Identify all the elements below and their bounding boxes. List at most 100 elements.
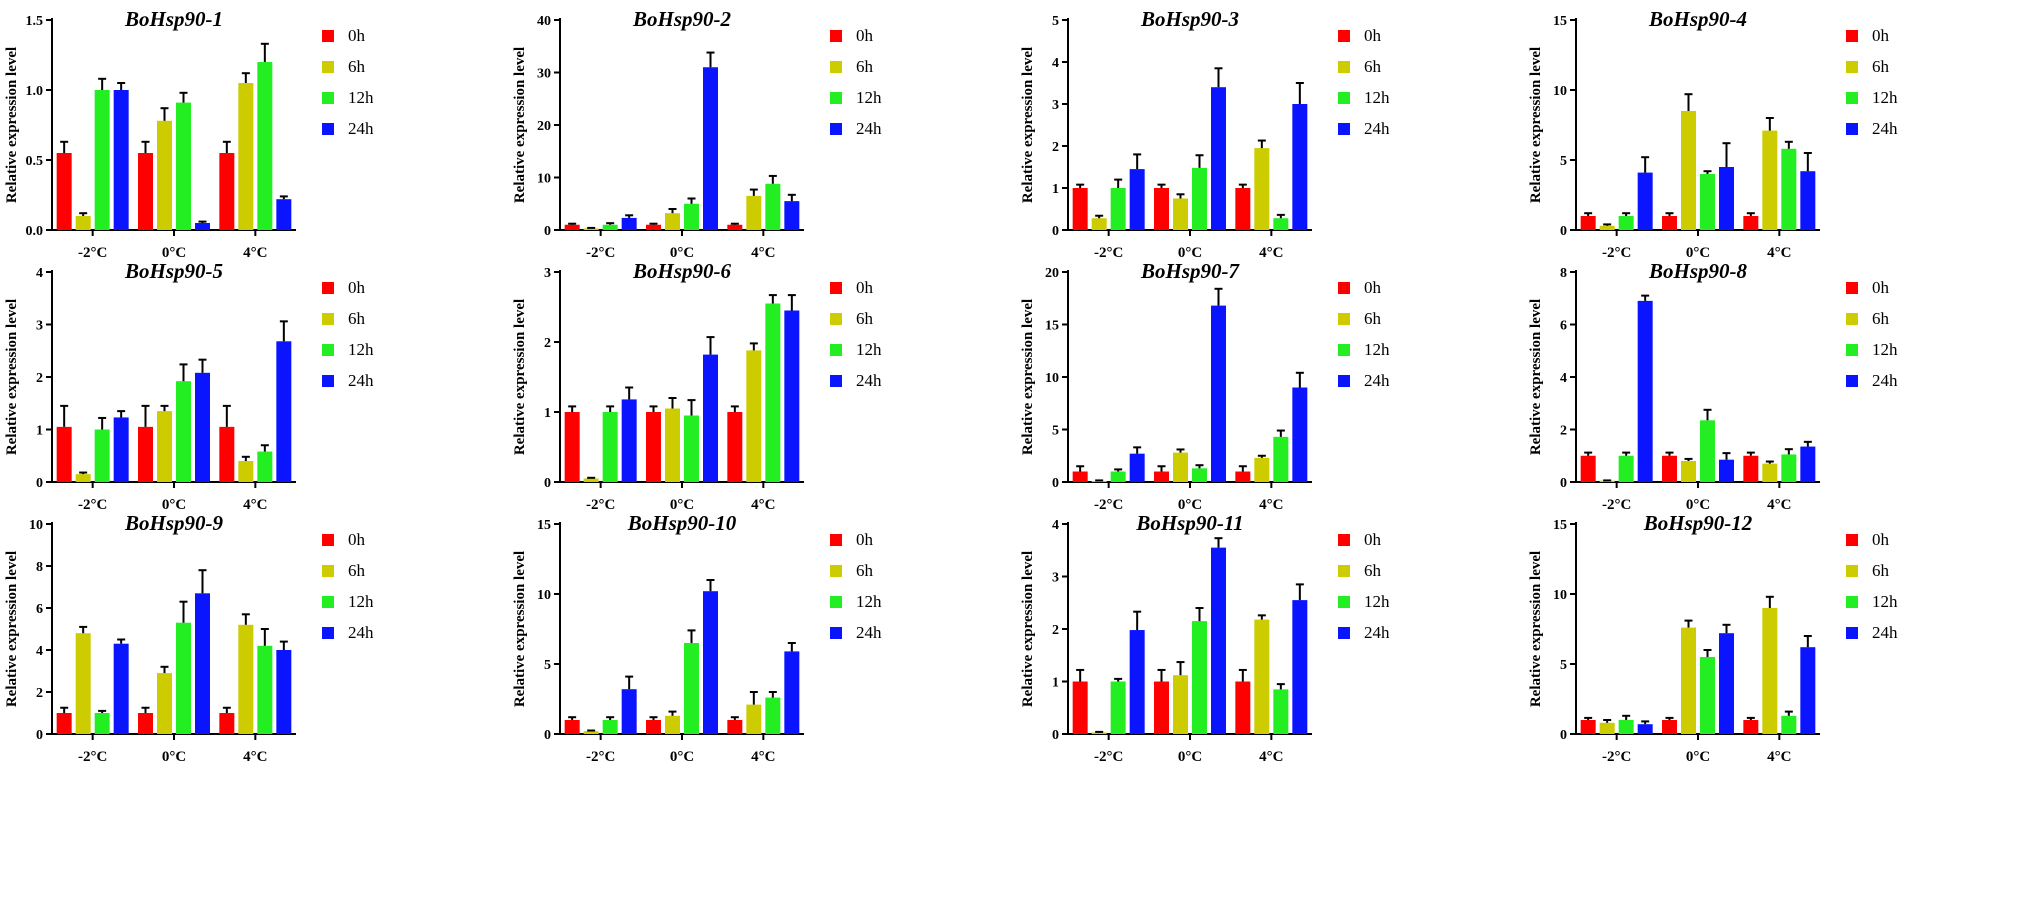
y-tick-label: 10	[29, 518, 43, 533]
bar-0h-2-c	[1072, 471, 1088, 482]
legend-swatch-12h	[1338, 344, 1350, 356]
y-tick-label: 1	[544, 406, 551, 421]
y-tick-label: 1	[1052, 676, 1059, 691]
bar-6h-2-c	[583, 228, 599, 230]
y-axis-label: Relative expression level	[4, 551, 20, 707]
chart-svg: BoHsp90-4 Relative expression level 0 5 10 15…	[1528, 7, 1898, 261]
legend-label-6h: 6h	[1872, 309, 1890, 328]
legend-swatch-24h	[1338, 123, 1350, 135]
legend-swatch-0h	[1338, 282, 1350, 294]
bar-12h-2-c	[94, 713, 110, 734]
y-tick-label: 4	[1052, 56, 1059, 71]
y-tick-label: 6	[1560, 319, 1567, 334]
x-tick-label: -2°C	[78, 749, 107, 765]
bar-12h-4-c	[1781, 715, 1797, 734]
bar-24h-0-c	[1211, 87, 1226, 230]
bar-0h-4-c	[1743, 216, 1759, 230]
x-tick-label: -2°C	[586, 497, 615, 513]
y-tick-label: 0	[544, 224, 551, 239]
x-tick-label: 4°C	[243, 497, 267, 513]
legend-label-12h: 12h	[1872, 340, 1898, 359]
chart-title: BoHsp90-12	[1643, 511, 1753, 535]
y-tick-label: 0	[1560, 224, 1567, 239]
chart-panel-bohsp90-6: BoHsp90-6 Relative expression level 0 1 2 3 -2…	[508, 252, 1016, 552]
x-tick-label: -2°C	[1602, 497, 1631, 513]
legend-swatch-0h	[1338, 30, 1350, 42]
chart-title: BoHsp90-8	[1648, 259, 1748, 283]
legend-swatch-6h	[322, 565, 334, 577]
legend-swatch-12h	[1338, 92, 1350, 104]
x-tick-label: 0°C	[1686, 245, 1710, 261]
y-tick-label: 15	[1553, 518, 1567, 533]
y-tick-label: 4	[36, 644, 43, 659]
legend-label-12h: 12h	[1364, 88, 1390, 107]
y-tick-label: 1.0	[26, 84, 44, 99]
chart-svg: BoHsp90-3 Relative expression level 0 1 2 3 4 5…	[1020, 7, 1390, 261]
legend-label-6h: 6h	[1364, 57, 1382, 76]
bar-12h-4-c	[1273, 689, 1289, 734]
legend-label-6h: 6h	[348, 57, 366, 76]
legend-label-12h: 12h	[348, 88, 374, 107]
bar-0h-4-c	[219, 426, 235, 482]
legend-swatch-0h	[322, 534, 334, 546]
legend-swatch-0h	[1846, 534, 1858, 546]
bar-0h-2-c	[1580, 455, 1596, 482]
bar-24h-0-c	[703, 67, 718, 230]
legend-label-0h: 0h	[348, 26, 366, 45]
y-tick-label: 0	[1560, 476, 1567, 491]
x-tick-label: 4°C	[1767, 497, 1791, 513]
bar-0h-4-c	[1743, 720, 1759, 734]
chart-svg: BoHsp90-10 Relative expression level 0 5 10 1…	[512, 511, 882, 765]
bar-6h-0-c	[1173, 452, 1188, 482]
bar-12h-0-c	[1700, 420, 1715, 482]
x-tick-label: 0°C	[1178, 245, 1202, 261]
bar-6h-2-c	[75, 216, 91, 230]
legend-label-6h: 6h	[856, 561, 874, 580]
bar-0h-0-c	[1154, 681, 1169, 734]
legend-swatch-12h	[830, 92, 842, 104]
bar-12h-2-c	[1110, 188, 1126, 230]
chart-svg: BoHsp90-12 Relative expression level 0 5 10 1…	[1528, 511, 1898, 765]
bar-6h-4-c	[238, 461, 254, 482]
x-tick-label: 0°C	[670, 245, 694, 261]
y-axis-label: Relative expression level	[1020, 47, 1036, 203]
bar-24h-2-c	[621, 689, 637, 734]
legend-swatch-12h	[1846, 344, 1858, 356]
bar-24h-2-c	[621, 217, 637, 230]
y-tick-label: 3	[1052, 571, 1059, 586]
x-tick-label: 4°C	[1259, 497, 1283, 513]
bar-12h-4-c	[257, 62, 273, 230]
bar-6h-4-c	[1762, 463, 1778, 482]
bar-12h-0-c	[176, 102, 191, 230]
legend-swatch-24h	[1338, 375, 1350, 387]
bar-6h-0-c	[1173, 675, 1188, 734]
chart-panel-bohsp90-9: BoHsp90-9 Relative expression level 0 2 4 6 8 1…	[0, 504, 508, 804]
bar-24h-0-c	[1211, 305, 1226, 482]
legend-swatch-6h	[1338, 565, 1350, 577]
legend-label-6h: 6h	[1364, 561, 1382, 580]
legend-label-0h: 0h	[348, 278, 366, 297]
bar-0h-0-c	[646, 720, 661, 734]
bar-0h-0-c	[1662, 216, 1677, 230]
legend-swatch-0h	[1846, 282, 1858, 294]
y-tick-label: 40	[537, 14, 551, 29]
chart-svg: BoHsp90-1 Relative expression level 0.0 0.5…	[4, 7, 374, 261]
bar-0h-4-c	[1743, 455, 1759, 482]
legend-swatch-24h	[322, 123, 334, 135]
chart-panel-bohsp90-8: BoHsp90-8 Relative expression level 0 2 4 6 8 -…	[1524, 252, 2032, 552]
legend-swatch-12h	[830, 344, 842, 356]
bar-0h-4-c	[1235, 471, 1251, 482]
bar-6h-4-c	[1762, 130, 1778, 230]
bar-6h-0-c	[157, 411, 172, 482]
legend-label-0h: 0h	[1872, 278, 1890, 297]
x-tick-label: 0°C	[162, 497, 186, 513]
chart-panel-bohsp90-12: BoHsp90-12 Relative expression level 0 5 10 1…	[1524, 504, 2032, 804]
legend-label-12h: 12h	[856, 340, 882, 359]
bar-12h-0-c	[684, 415, 699, 482]
bar-6h-0-c	[1173, 198, 1188, 230]
y-tick-label: 0	[36, 728, 43, 743]
bar-12h-0-c	[1192, 167, 1207, 230]
y-tick-label: 2	[544, 336, 551, 351]
chart-panel-bohsp90-7: BoHsp90-7 Relative expression level 0 5 10 15…	[1016, 252, 1524, 552]
y-tick-label: 2	[36, 371, 43, 386]
